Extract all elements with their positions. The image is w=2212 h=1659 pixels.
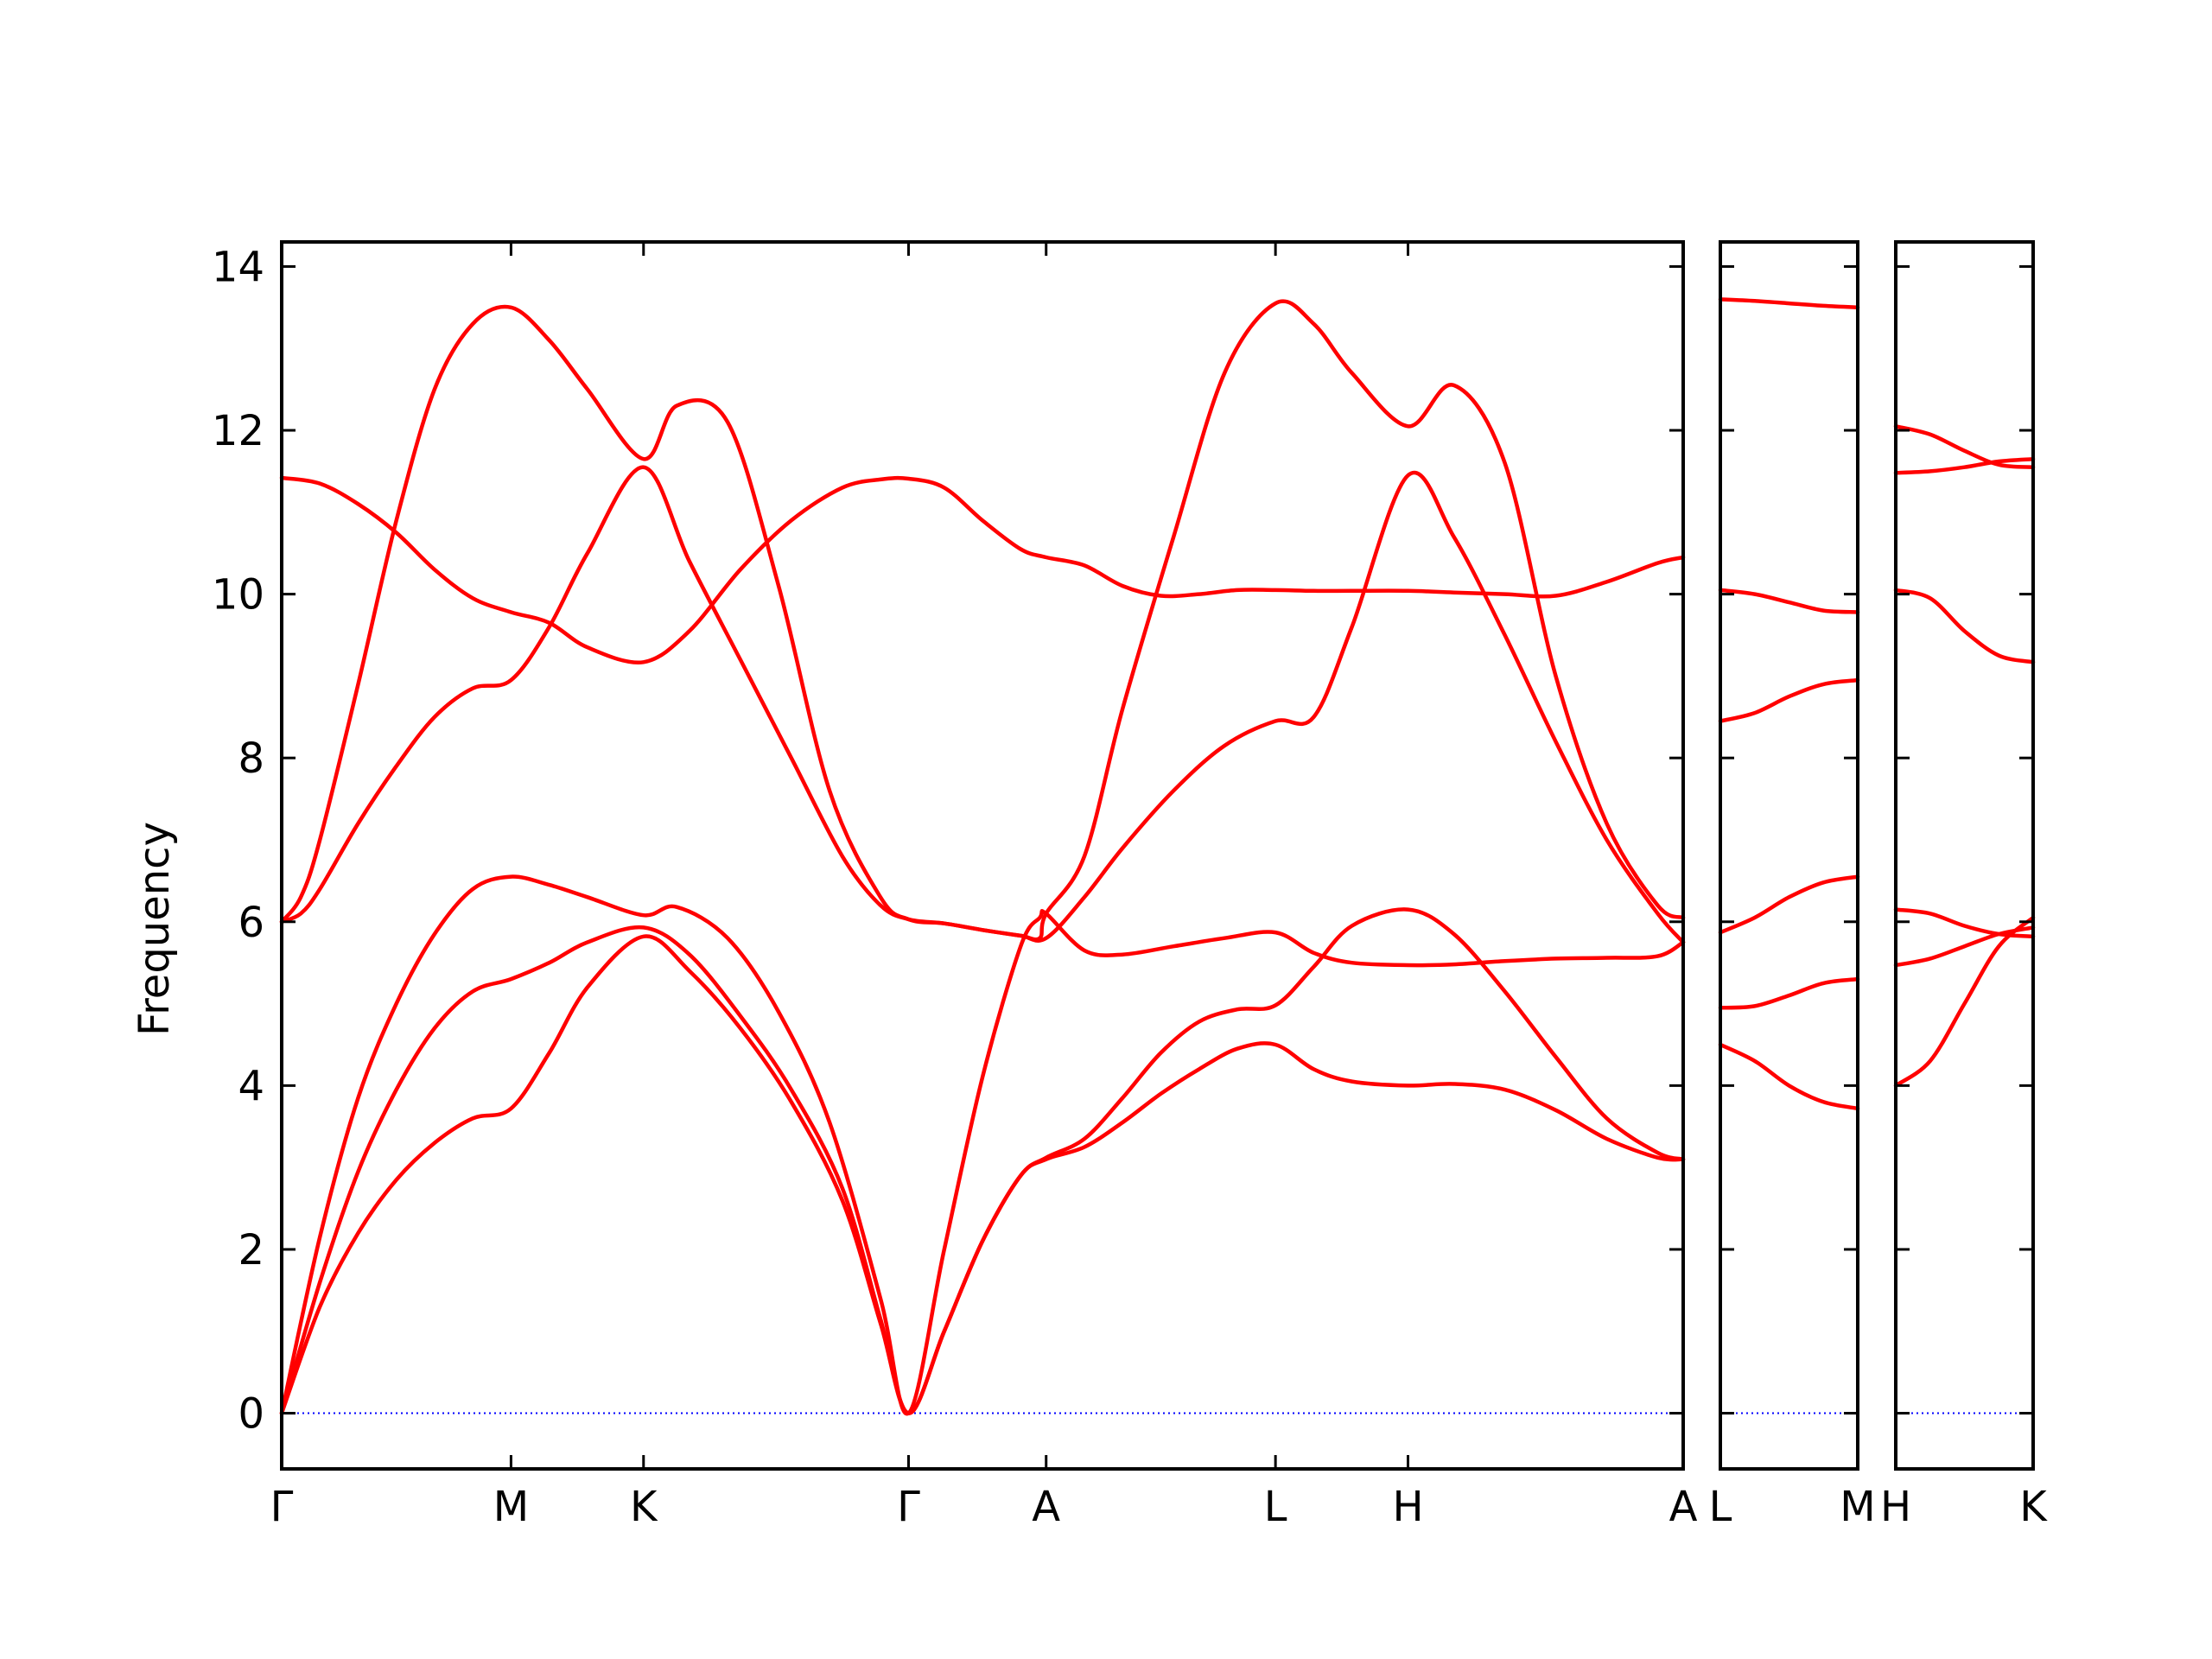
plot-frame (280, 240, 1685, 1471)
x-tick-label: M (493, 1483, 529, 1531)
x-tick-label: A (1669, 1483, 1698, 1531)
band-6-line (1718, 297, 1860, 310)
band-3-line (1718, 874, 1860, 935)
band-1-line (279, 934, 1686, 1415)
y-axis-label: Frequency (130, 822, 179, 1036)
x-tick-label: H (1392, 1483, 1423, 1531)
y-tick-label: 10 (212, 571, 264, 620)
y-tick-label: 14 (212, 243, 264, 291)
y-tick-label: 6 (238, 899, 264, 947)
band-5-line (279, 299, 1686, 942)
x-tick-label: L (1264, 1483, 1287, 1531)
band-6-line (1893, 424, 2036, 469)
y-tick-label: 2 (238, 1226, 264, 1274)
band-2-line (1718, 976, 1860, 1010)
band-4-line (1718, 677, 1860, 723)
band-2-line (1893, 925, 2036, 968)
plot-frame (1894, 240, 2035, 1471)
band-4-line (279, 465, 1686, 944)
panel-1: 0 2 4 6 8 10 12 14 Γ M K Γ A L H A (212, 240, 1698, 1531)
x-tick-label: A (1032, 1483, 1060, 1531)
band-5-line (1718, 588, 1860, 614)
band-3-line (279, 874, 1686, 1416)
x-tick-label: K (630, 1483, 658, 1531)
x-tick-label: Γ (270, 1483, 294, 1531)
band-1-line (1718, 1042, 1860, 1111)
y-tick-label: 4 (238, 1062, 264, 1110)
y-tick-label: 0 (238, 1390, 264, 1439)
band-1-line (1893, 915, 2036, 1088)
y-tick-label: 8 (238, 734, 264, 783)
band-5-line (1893, 456, 2036, 475)
band-2-line (279, 907, 1686, 1415)
x-tick-label: L (1709, 1483, 1732, 1531)
band-4-line (1893, 588, 2036, 664)
x-tick-label: M (1840, 1483, 1875, 1531)
band-3-line (1893, 907, 2036, 939)
band-6-line (279, 475, 1686, 665)
plot-frame (1719, 240, 1859, 1471)
x-tick-label: Γ (897, 1483, 920, 1531)
x-tick-label: K (2019, 1483, 2048, 1531)
y-tick-label: 12 (212, 407, 264, 455)
x-tick-label: H (1880, 1483, 1911, 1531)
